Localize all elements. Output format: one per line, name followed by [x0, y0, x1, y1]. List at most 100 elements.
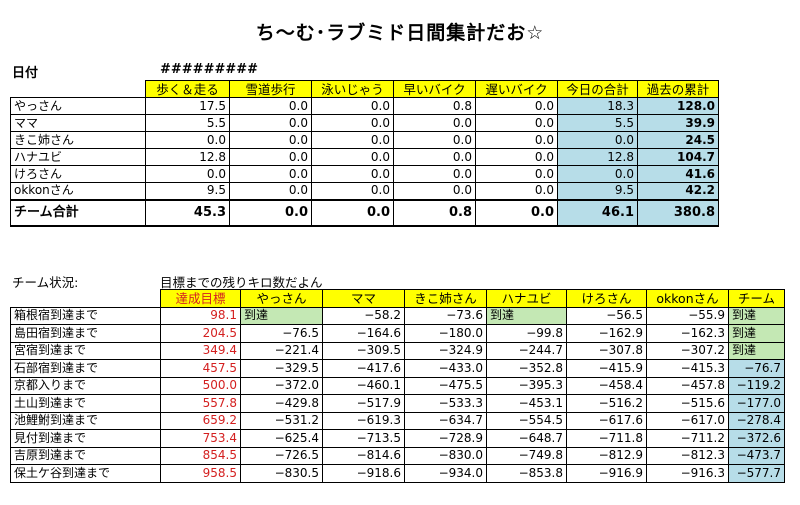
remaining-cell: −812.9	[566, 446, 647, 465]
remaining-cell: −617.0	[646, 411, 729, 430]
remaining-cell: −164.6	[322, 324, 405, 343]
remaining-cell: −934.0	[404, 464, 487, 483]
table-row: ママ 5.5 0.0 0.0 0.0 0.0 5.5 39.9	[10, 114, 719, 132]
remaining-cell: −162.9	[566, 324, 647, 343]
target-cell: 557.8	[160, 394, 241, 413]
remaining-cell: −76.5	[240, 324, 323, 343]
target-cell: 204.5	[160, 324, 241, 343]
value-cell: 0.0	[311, 182, 394, 200]
value-cell: 0.0	[229, 97, 312, 115]
daily-header-row: 歩く＆走る 雪道歩行 泳いじゃう 早いバイク 遅いバイク 今日の合計 過去の累計	[10, 80, 719, 98]
table-row: 箱根宿到達まで 98.1 到達 −58.2 −73.6 到達 −56.5 −55.9 到達	[10, 306, 785, 325]
daily-header-cell: 早いバイク	[393, 80, 476, 98]
status-header-cell: きこ姉さん	[404, 289, 487, 308]
member-name: けろさん	[10, 165, 146, 183]
remaining-cell: −619.3	[322, 411, 405, 430]
table-row: 見付到達まで 753.4 −625.4 −713.5 −728.9 −648.7 −711.…	[10, 429, 785, 448]
milestone-name: 石部宿到達まで	[10, 359, 161, 378]
status-header-cell: けろさん	[566, 289, 647, 308]
milestone-name: 宮宿到達まで	[10, 341, 161, 360]
milestone-name: 箱根宿到達まで	[10, 306, 161, 325]
value-cell: 5.5	[557, 114, 638, 132]
daily-header-cell: 泳いじゃう	[311, 80, 394, 98]
daily-header-cell: 今日の合計	[557, 80, 638, 98]
remaining-cell: −814.6	[322, 446, 405, 465]
table-row: 島田宿到達まで 204.5 −76.5 −164.6 −180.0 −99.8 −162.9…	[10, 324, 785, 343]
member-name: ハナユビ	[10, 148, 146, 166]
value-cell: 0.8	[393, 97, 476, 115]
team-total-label: チーム合計	[10, 198, 146, 227]
status-header-cell: やっさん	[240, 289, 323, 308]
remaining-cell: −309.5	[322, 341, 405, 360]
value-cell: 12.8	[557, 148, 638, 166]
value-cell: 0.0	[393, 131, 476, 149]
milestone-name: 島田宿到達まで	[10, 324, 161, 343]
remaining-cell: −830.5	[240, 464, 323, 483]
remaining-cell: −307.2	[646, 341, 729, 360]
remaining-cell: −473.7	[728, 446, 785, 465]
date-value: #########	[160, 62, 259, 77]
remaining-cell: −475.5	[404, 376, 487, 395]
value-cell: 0.0	[229, 165, 312, 183]
remaining-cell: −533.3	[404, 394, 487, 413]
value-cell: 0.0	[311, 114, 394, 132]
total-cell: 46.1	[557, 198, 638, 227]
target-cell: 457.5	[160, 359, 241, 378]
remaining-cell: −55.9	[646, 306, 729, 325]
value-cell: 0.0	[557, 165, 638, 183]
remaining-cell: −244.7	[486, 341, 567, 360]
remaining-cell: −916.3	[646, 464, 729, 483]
value-cell: 128.0	[637, 97, 719, 115]
remaining-cell: −916.9	[566, 464, 647, 483]
target-cell: 659.2	[160, 411, 241, 430]
value-cell: 0.0	[229, 114, 312, 132]
target-cell: 349.4	[160, 341, 241, 360]
status-label: チーム状況:	[12, 275, 79, 290]
remaining-cell: −429.8	[240, 394, 323, 413]
milestone-name: 保土ケ谷到達まで	[10, 464, 161, 483]
remaining-cell: −417.6	[322, 359, 405, 378]
value-cell: 0.0	[475, 148, 558, 166]
remaining-cell: −830.0	[404, 446, 487, 465]
remaining-cell: −853.8	[486, 464, 567, 483]
table-row: 石部宿到達まで 457.5 −329.5 −417.6 −433.0 −352.8 −415…	[10, 359, 785, 378]
daily-header-cell: 雪道歩行	[229, 80, 312, 98]
remaining-cell: −372.0	[240, 376, 323, 395]
status-subtitle: 目標までの残りキロ数だよん	[160, 275, 323, 290]
daily-header-cell: 歩く＆走る	[145, 80, 230, 98]
status-table: 達成目標 やっさん ママ きこ姉さん ハナユビ けろさん okkonさん チーム 箱根宿到達まで…	[10, 289, 785, 483]
table-row: 宮宿到達まで 349.4 −221.4 −309.5 −324.9 −244.7 −307.…	[10, 341, 785, 360]
status-header-cell: チーム	[728, 289, 785, 308]
value-cell: 0.0	[311, 131, 394, 149]
member-name: ママ	[10, 114, 146, 132]
value-cell: 41.6	[637, 165, 719, 183]
remaining-cell: −395.3	[486, 376, 567, 395]
daily-header-cell: 遅いバイク	[475, 80, 558, 98]
status-header-row: 達成目標 やっさん ママ きこ姉さん ハナユビ けろさん okkonさん チーム	[10, 289, 785, 308]
status-header-cell	[10, 289, 161, 308]
total-cell: 0.0	[475, 198, 558, 227]
remaining-cell: −554.5	[486, 411, 567, 430]
remaining-cell: −625.4	[240, 429, 323, 448]
remaining-cell: −457.8	[646, 376, 729, 395]
remaining-cell: −177.0	[728, 394, 785, 413]
table-row: 土山到達まで 557.8 −429.8 −517.9 −533.3 −453.1 −516.…	[10, 394, 785, 413]
value-cell: 18.3	[557, 97, 638, 115]
value-cell: 0.0	[229, 182, 312, 200]
remaining-cell: −58.2	[322, 306, 405, 325]
value-cell: 0.0	[311, 148, 394, 166]
remaining-cell: −162.3	[646, 324, 729, 343]
member-name: okkonさん	[10, 182, 146, 200]
remaining-cell: −433.0	[404, 359, 487, 378]
total-cell: 0.0	[229, 198, 312, 227]
remaining-cell: −119.2	[728, 376, 785, 395]
value-cell: 0.0	[475, 114, 558, 132]
remaining-cell: −76.7	[728, 359, 785, 378]
remaining-cell: −516.2	[566, 394, 647, 413]
table-row: 保土ケ谷到達まで 958.5 −830.5 −918.6 −934.0 −853.8 −91…	[10, 464, 785, 483]
remaining-cell: −415.3	[646, 359, 729, 378]
remaining-cell: −73.6	[404, 306, 487, 325]
target-cell: 753.4	[160, 429, 241, 448]
remaining-cell: −749.8	[486, 446, 567, 465]
value-cell: 0.0	[475, 97, 558, 115]
